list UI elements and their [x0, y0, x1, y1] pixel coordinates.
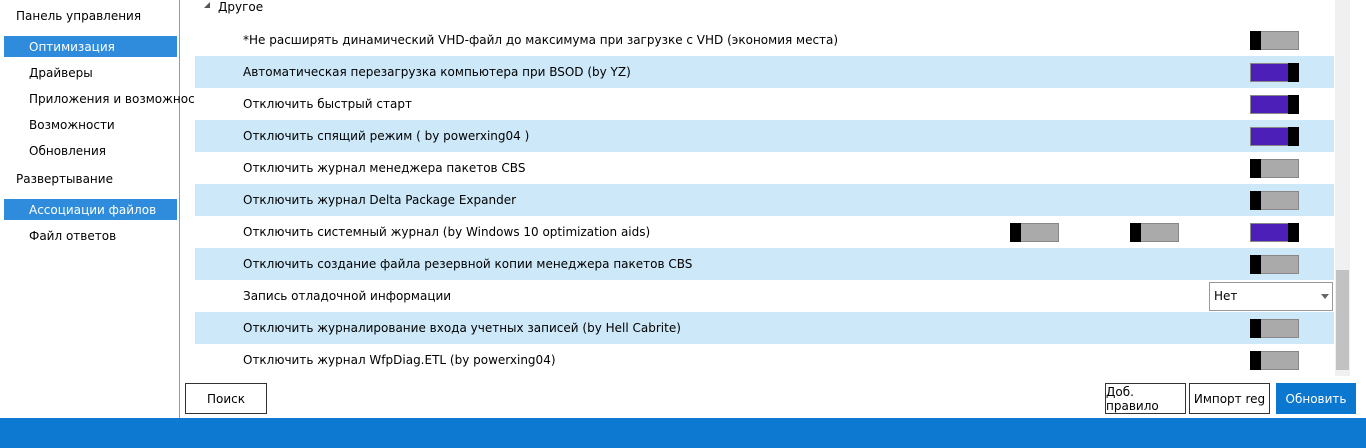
row-label: Отключить создание файла резервной копии… — [243, 257, 693, 271]
row-background — [195, 184, 1334, 216]
sidebar-group-title: Развертывание — [16, 172, 113, 186]
toggle-knob — [1250, 319, 1261, 338]
row-background — [195, 120, 1334, 152]
row-background — [195, 248, 1334, 280]
row-background — [195, 312, 1334, 344]
row-label: Отключить журналирование входа учетных з… — [243, 321, 681, 335]
sidebar-group-title: Панель управления — [16, 9, 142, 23]
toggle-knob — [1250, 159, 1261, 178]
import-button[interactable]: Импорт reg — [1189, 383, 1270, 414]
taskbar — [0, 418, 1366, 448]
sidebar-item[interactable]: Драйверы — [29, 66, 93, 80]
toggle-knob — [1288, 95, 1299, 114]
row-label: *Не расширять динамический VHD-файл до м… — [243, 33, 839, 47]
dropdown-value: Нет — [1214, 289, 1238, 303]
sidebar-item[interactable]: Файл ответов — [29, 229, 117, 243]
dropdown-arrow — [1321, 294, 1329, 299]
dropdown[interactable] — [1209, 282, 1333, 311]
add-rule-button[interactable]: Доб. правило — [1105, 383, 1186, 414]
expand-arrow — [204, 2, 210, 8]
row-label: Запись отладочной информации — [243, 289, 452, 303]
selected-highlight — [4, 199, 177, 220]
section-title: Другое — [218, 0, 264, 14]
row-label: Отключить журнал менеджера пакетов CBS — [243, 161, 526, 175]
toggle-knob — [1288, 63, 1299, 82]
row-label: Отключить системный журнал (by Windows 1… — [243, 225, 651, 239]
sidebar-item[interactable]: Обновления — [29, 144, 107, 158]
row-label: Автоматическая перезагрузка компьютера п… — [243, 65, 631, 79]
row-label: Отключить журнал WfpDiag.ETL (by powerxi… — [243, 353, 556, 367]
sidebar-item[interactable]: Оптимизация — [29, 40, 115, 54]
toggle-knob — [1010, 223, 1021, 242]
toggle-knob — [1250, 351, 1261, 370]
scrollbar-thumb[interactable] — [1336, 270, 1349, 370]
sidebar-item[interactable]: Приложения и возможнос — [29, 92, 195, 106]
row-label: Отключить спящий режим ( by powerxing04 … — [243, 129, 530, 143]
row-label: Отключить журнал Delta Package Expander — [243, 193, 517, 207]
sidebar — [0, 0, 180, 418]
sidebar-item[interactable]: Возможности — [29, 118, 115, 132]
update-button[interactable]: Обновить — [1276, 383, 1356, 414]
toggle-knob — [1288, 223, 1299, 242]
toggle-knob — [1250, 255, 1261, 274]
row-background — [195, 56, 1334, 88]
search-button[interactable]: Поиск — [185, 383, 267, 414]
row-label: Отключить быстрый старт — [243, 97, 412, 111]
toggle-knob — [1288, 127, 1299, 146]
toggle-knob — [1130, 223, 1141, 242]
toggle-knob — [1250, 191, 1261, 210]
toggle-knob — [1250, 31, 1261, 50]
sidebar-item[interactable]: Ассоциации файлов — [29, 203, 157, 217]
selected-highlight — [4, 36, 177, 57]
